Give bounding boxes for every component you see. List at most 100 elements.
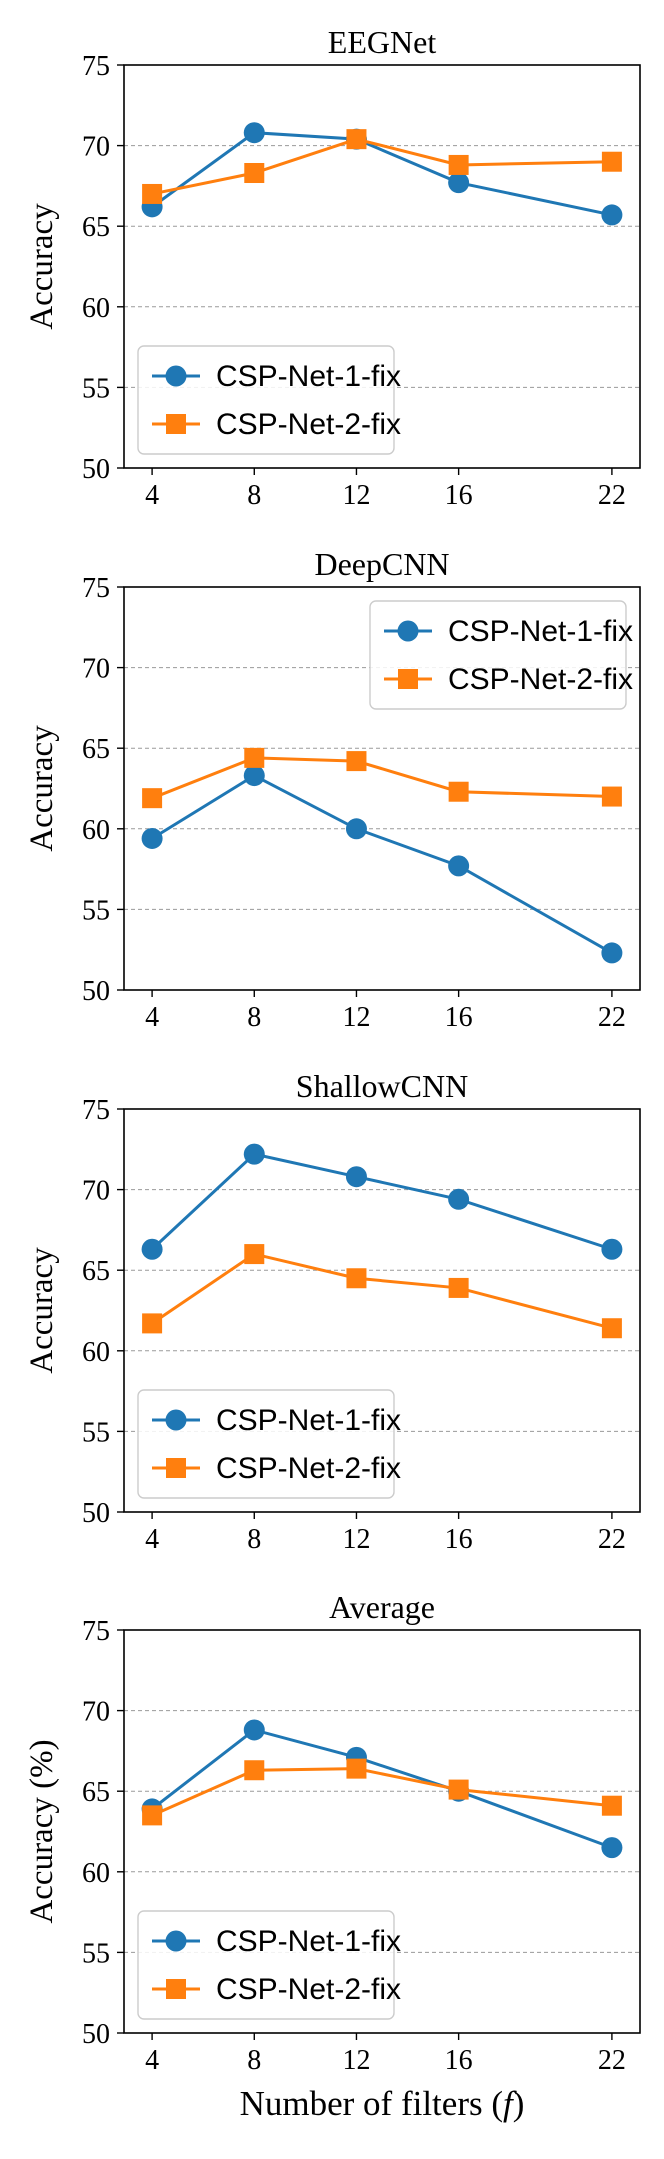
series-line-csp-net-2-fix [151,1767,613,1817]
x-tick-label: 22 [598,1002,626,1033]
panel-eegnet: 50 55 60 65 70 75 4 8 12 16 22 EEGNet Accuracy CSP-Ne… [24,24,641,511]
x-tick-label: 8 [247,1524,261,1555]
legend-marker [398,669,418,689]
data-point [141,1238,163,1260]
x-tick-label: 8 [247,1002,261,1033]
y-tick-label: 70 [82,654,110,685]
data-point [243,1143,265,1165]
x-tick-label: 16 [445,480,473,511]
chart-title: EEGNet [328,24,437,60]
y-tick-label: 75 [82,51,110,82]
chart-title: Average [329,1589,435,1625]
x-tick-label: 4 [145,1002,159,1033]
data-point [601,204,623,226]
y-tick-label: 75 [82,1616,110,1647]
plot-frame [123,1629,641,2034]
data-point [345,1166,367,1188]
plot-frame [123,586,641,991]
legend-marker [165,1930,187,1952]
data-point [141,827,163,849]
chart-title: DeepCNN [314,546,449,582]
x-tick-label: 12 [342,480,370,511]
data-point [346,751,367,772]
data-point [601,1837,623,1859]
legend: CSP-Net-1-fix CSP-Net-2-fix [137,1389,401,1499]
series-line-csp-net-2-fix [151,756,612,800]
data-point [244,1760,265,1781]
panel-deepcnn: 50 55 60 65 70 75 4 8 12 16 22 DeepCNN Accuracy CSP-N… [24,546,641,1033]
y-tick-label: 60 [82,815,110,846]
data-point [601,1318,622,1339]
y-tick-label: 55 [82,895,110,926]
x-tick-label: 12 [342,1524,370,1555]
legend-marker [397,620,419,642]
data-point [142,788,163,809]
legend-label: CSP-Net-1-fix [216,1404,401,1437]
data-point [346,129,367,150]
series-line-csp-net-2-fix [151,137,612,196]
y-axis-label: Accuracy [24,725,60,852]
y-tick-label: 55 [82,1938,110,1969]
data-point [601,942,623,964]
x-tick-label: 12 [342,1002,370,1033]
x-tick-label: 16 [445,1002,473,1033]
legend-box [369,600,627,710]
data-point [346,1268,367,1289]
y-tick-label: 55 [82,1417,110,1448]
legend-label: CSP-Net-1-fix [448,615,633,648]
data-point [448,172,470,194]
data-point [448,1188,470,1210]
legend-label: CSP-Net-2-fix [216,1452,401,1485]
x-axis-label: Number of filters (f) [240,2084,525,2123]
data-point [243,765,265,787]
data-point [243,122,265,144]
legend-marker [166,414,186,434]
series-line-csp-net-1-fix [151,773,613,955]
legend: CSP-Net-1-fix CSP-Net-2-fix [137,1910,401,2020]
x-tick-label: 4 [145,1524,159,1555]
y-tick-label: 60 [82,1858,110,1889]
data-point [244,747,265,768]
y-tick-label: 65 [82,1256,110,1287]
data-point [448,1779,469,1800]
legend-label: CSP-Net-1-fix [216,360,401,393]
x-tick-label: 22 [598,1524,626,1555]
y-tick-label: 75 [82,573,110,604]
x-tick-label: 8 [247,2045,261,2076]
x-tick-label: 8 [247,480,261,511]
y-tick-label: 65 [82,1777,110,1808]
x-tick-label: 16 [445,2045,473,2076]
legend: CSP-Net-1-fix CSP-Net-2-fix [369,600,633,710]
y-tick-label: 60 [82,293,110,324]
plot-frame [123,1108,641,1513]
legend-marker [166,1979,186,1999]
x-tick-label: 4 [145,480,159,511]
y-tick-label: 50 [82,454,110,485]
legend-box [137,1910,395,2020]
legend-box [137,1389,395,1499]
series-line-csp-net-2-fix [151,1252,613,1330]
x-tick-label: 4 [145,2045,159,2076]
data-point [601,786,622,807]
legend-marker [165,1409,187,1431]
legend-box [137,345,395,455]
data-point [448,781,469,802]
data-point [142,183,163,204]
legend-marker [165,365,187,387]
data-point [244,1244,265,1265]
x-tick-label: 12 [342,2045,370,2076]
data-point [448,855,470,877]
legend-label: CSP-Net-1-fix [216,1925,401,1958]
legend-label: CSP-Net-2-fix [448,663,633,696]
y-tick-label: 70 [82,1697,110,1728]
plot-frame [123,64,641,469]
data-point [243,1719,265,1741]
y-tick-label: 75 [82,1095,110,1126]
x-tick-label: 22 [598,480,626,511]
data-point [244,163,265,184]
x-tick-label: 22 [598,2045,626,2076]
legend: CSP-Net-1-fix CSP-Net-2-fix [137,345,401,455]
data-point [601,1238,623,1260]
y-tick-label: 55 [82,373,110,404]
